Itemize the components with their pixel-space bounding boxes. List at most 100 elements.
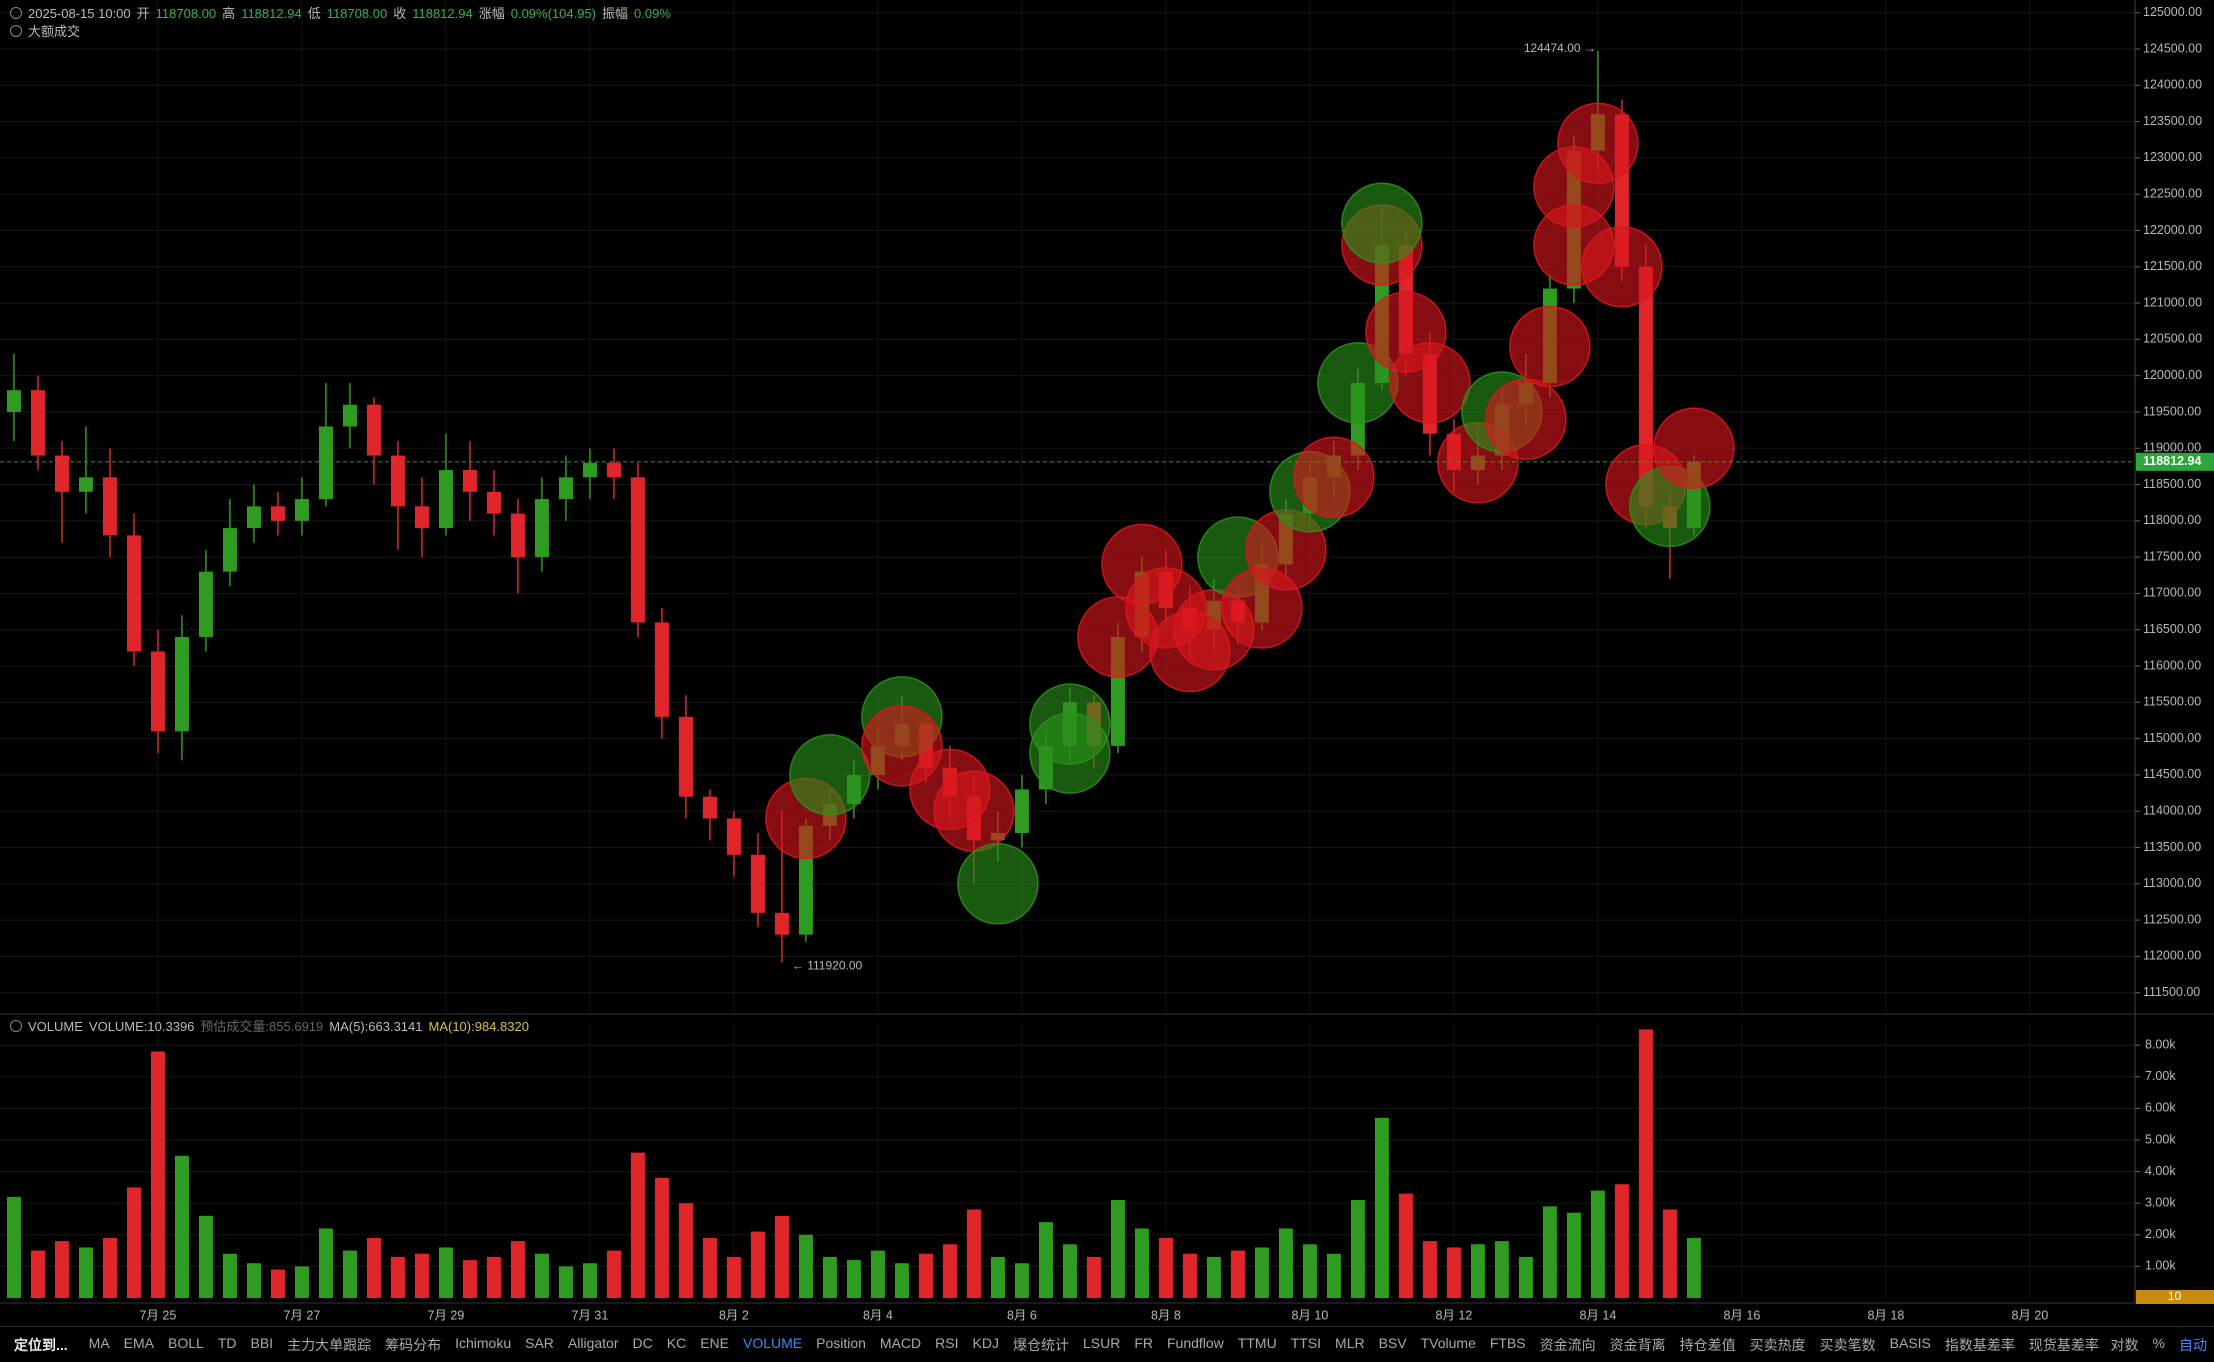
volume-bar xyxy=(918,1253,933,1298)
info-label: 振幅 xyxy=(602,6,629,21)
volume-bar xyxy=(558,1266,573,1298)
indicator-tab[interactable]: TVolume xyxy=(1420,1334,1476,1351)
volume-bar xyxy=(222,1253,237,1298)
scale-option[interactable]: 自动 xyxy=(2179,1336,2207,1353)
indicator-tab[interactable]: BOLL xyxy=(168,1334,204,1351)
large-trade-bubble xyxy=(1557,102,1639,185)
info-bar: 2025-08-15 10:00 开 118708.00 高 118812.94 低 118… xyxy=(10,3,683,22)
volume-bar xyxy=(1182,1253,1197,1298)
indicator-tab[interactable]: 资金背离 xyxy=(1609,1336,1666,1353)
y-tick-label: 122500.00 xyxy=(2143,186,2202,200)
volume-bar xyxy=(1686,1237,1701,1298)
volume-legend-item: VOLUME xyxy=(28,1019,83,1034)
volume-bar xyxy=(1422,1241,1437,1298)
indicator-tab[interactable]: VOLUME xyxy=(742,1334,803,1351)
indicator-tab[interactable]: 买卖笔数 xyxy=(1819,1336,1876,1353)
y-tick-label: 118500.00 xyxy=(2143,477,2201,491)
x-tick-label: 7月 29 xyxy=(427,1308,464,1322)
y-tick-label: 4.00k xyxy=(2145,1164,2176,1178)
candle-body xyxy=(270,506,285,521)
indicator-tab[interactable]: 买卖热度 xyxy=(1749,1336,1806,1353)
y-tick-label: 116500.00 xyxy=(2143,622,2201,636)
indicator-tab[interactable]: 资金流向 xyxy=(1539,1336,1596,1353)
volume-bar xyxy=(774,1215,789,1298)
y-tick-label: 123500.00 xyxy=(2143,114,2202,128)
indicator-tab[interactable]: FTBS xyxy=(1489,1334,1526,1351)
indicator-tab[interactable]: 现货基差率 xyxy=(2028,1336,2099,1353)
indicator-tab[interactable]: TTSI xyxy=(1290,1334,1322,1351)
indicator-tab[interactable]: Fundflow xyxy=(1166,1334,1224,1351)
x-tick-label: 7月 31 xyxy=(571,1308,608,1322)
volume-bar xyxy=(582,1263,597,1298)
indicator-tab[interactable]: 指数基差率 xyxy=(1944,1336,2015,1353)
high-annotation: 124474.00 → xyxy=(1524,41,1596,55)
candle-body xyxy=(390,455,405,507)
candle-body xyxy=(558,477,573,500)
indicator-tab[interactable]: TTMU xyxy=(1237,1334,1277,1351)
volume-bar xyxy=(30,1250,45,1298)
info-items: 开 118708.00 高 118812.94 低 118708.00 收 118812.94… xyxy=(137,6,677,21)
collapse-icon[interactable] xyxy=(10,25,22,37)
indicator-tab[interactable]: SAR xyxy=(525,1334,554,1351)
indicator-tab[interactable]: 筹码分布 xyxy=(385,1336,442,1353)
indicator-tab[interactable]: Alligator xyxy=(567,1334,619,1351)
indicator-tab[interactable]: MACD xyxy=(879,1334,922,1351)
candle-body xyxy=(126,535,141,652)
indicator-tab[interactable]: Position xyxy=(816,1334,866,1351)
indicator-tab[interactable]: LSUR xyxy=(1082,1334,1121,1351)
volume-bar xyxy=(366,1237,381,1298)
x-tick-label: 8月 2 xyxy=(719,1308,749,1322)
candle-body xyxy=(678,716,693,797)
volume-bar xyxy=(6,1196,21,1298)
y-tick-label: 5.00k xyxy=(2145,1132,2176,1146)
indicator-tab[interactable]: EMA xyxy=(123,1334,155,1351)
indicator-tab[interactable]: 主力大单跟踪 xyxy=(287,1336,372,1353)
indicator-tab[interactable]: FR xyxy=(1134,1334,1153,1351)
volume-bar xyxy=(702,1237,717,1298)
collapse-icon[interactable] xyxy=(10,7,22,19)
scale-option[interactable]: 对数 xyxy=(2110,1336,2139,1353)
indicator-tab[interactable]: 爆仓统计 xyxy=(1012,1336,1069,1353)
time: 2025-08-15 10:00 xyxy=(28,6,131,21)
x-tick-label: 8月 18 xyxy=(1867,1308,1904,1322)
y-tick-label: 122000.00 xyxy=(2143,223,2202,237)
info-value: 0.09%(104.95) xyxy=(510,6,597,21)
scale-option[interactable]: % xyxy=(2152,1334,2165,1351)
info-label: 涨幅 xyxy=(478,6,505,21)
volume-bar xyxy=(150,1051,165,1298)
indicator-tab[interactable]: BASIS xyxy=(1889,1334,1931,1351)
indicator-tab[interactable]: TD xyxy=(217,1334,237,1351)
volume-bar xyxy=(1446,1247,1461,1298)
y-tick-label: 3.00k xyxy=(2145,1195,2176,1209)
indicator-tab[interactable]: KDJ xyxy=(972,1334,999,1351)
indicator-tab[interactable]: RSI xyxy=(935,1334,959,1351)
indicator-tab[interactable]: MLR xyxy=(1335,1334,1365,1351)
indicator-tab[interactable]: ENE xyxy=(700,1334,729,1351)
indicator-tab[interactable]: DC xyxy=(632,1334,653,1351)
volume-bar xyxy=(270,1269,285,1298)
volume-bar xyxy=(126,1187,141,1298)
candle-body xyxy=(78,477,93,492)
volume-bar xyxy=(1374,1117,1389,1298)
y-tick-label: 115000.00 xyxy=(2143,731,2201,745)
volume-bar xyxy=(510,1241,525,1298)
x-tick-label: 8月 20 xyxy=(2011,1308,2048,1322)
indicator-tab[interactable]: BBI xyxy=(250,1334,274,1351)
volume-bar xyxy=(1494,1241,1509,1298)
y-tick-label: 120500.00 xyxy=(2143,332,2202,346)
volume-bar xyxy=(342,1250,357,1298)
indicator-tab[interactable]: MA xyxy=(88,1334,110,1351)
scale-badge-label: 10 xyxy=(2168,1289,2182,1303)
large-trade-bubble xyxy=(1341,182,1423,264)
indicator-tab[interactable]: BSV xyxy=(1378,1334,1407,1351)
indicator-tab[interactable]: 持仓差值 xyxy=(1679,1336,1736,1353)
indicator-tab[interactable]: KC xyxy=(666,1334,687,1351)
y-tick-label: 124500.00 xyxy=(2143,41,2202,55)
collapse-icon[interactable] xyxy=(10,1020,22,1032)
volume-bar xyxy=(1614,1184,1629,1298)
large-trade-bubble xyxy=(1029,683,1111,765)
locate-button[interactable]: 定位到... xyxy=(14,1336,68,1353)
x-tick-label: 8月 16 xyxy=(1723,1308,1760,1322)
indicator-tab[interactable]: Ichimoku xyxy=(455,1334,512,1351)
